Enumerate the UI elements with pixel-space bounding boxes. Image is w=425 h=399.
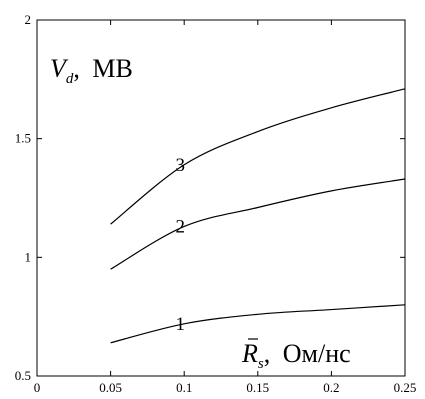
x-tick-label: 0 — [34, 380, 41, 395]
series-line-2 — [110, 178, 406, 270]
y-axis-label-sub: d — [66, 71, 74, 87]
x-axis-label: Rs, Ом/нс — [241, 339, 351, 372]
curves: 1 2 3 — [110, 88, 406, 344]
x-tick-label: 0.25 — [394, 380, 417, 395]
y-tick-label: 1 — [25, 249, 32, 264]
series-label-3: 3 — [175, 155, 185, 176]
plot-frame — [36, 19, 406, 377]
series-line-3 — [110, 88, 406, 225]
y-tick-label: 1.5 — [15, 131, 31, 146]
series-line-1 — [110, 304, 406, 344]
x-tick-label: 0.15 — [246, 380, 269, 395]
y-tick-label: 0.5 — [15, 368, 31, 383]
ticks: 0 0.05 0.1 0.15 0.2 0.25 0.5 1 1.5 2 — [15, 12, 417, 395]
x-tick-label: 0.2 — [323, 380, 339, 395]
x-tick-label: 0.05 — [99, 380, 122, 395]
y-axis-label-main: V — [50, 54, 69, 83]
y-axis-label-unit: МВ — [92, 54, 132, 83]
x-tick-label: 0.1 — [176, 380, 192, 395]
series-label-2: 2 — [175, 216, 185, 237]
x-axis-label-unit: Ом/нс — [283, 339, 351, 368]
series-label-1: 1 — [175, 314, 185, 335]
y-axis-label: Vd, МВ — [50, 54, 133, 87]
y-tick-label: 2 — [25, 12, 32, 27]
x-axis-label-sub: s — [258, 356, 264, 372]
x-axis-label-main: R — [241, 339, 258, 368]
